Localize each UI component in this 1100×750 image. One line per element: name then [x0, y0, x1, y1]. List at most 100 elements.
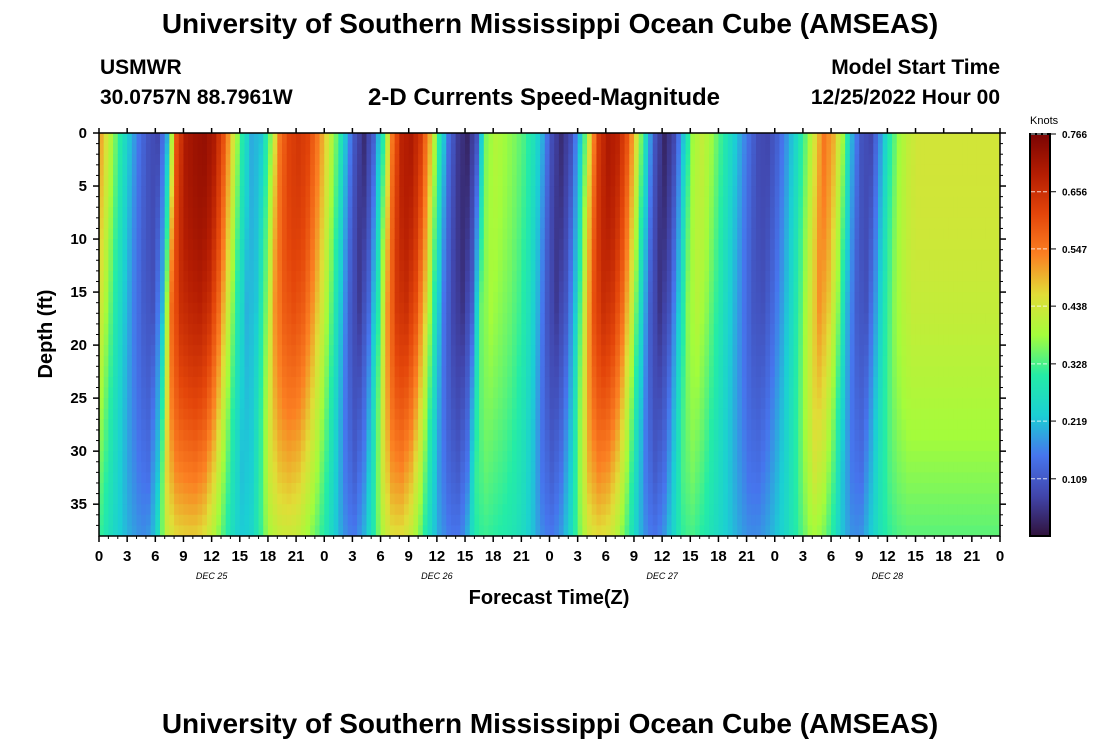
heatmap-cell [404, 292, 410, 304]
heatmap-cell [230, 472, 236, 484]
heatmap-cell [319, 451, 325, 463]
heatmap-cell [127, 451, 133, 463]
heatmap-cell [493, 302, 499, 314]
heatmap-cell [352, 323, 358, 336]
heatmap-cell [568, 228, 574, 240]
heatmap-cell [540, 239, 546, 251]
heatmap-cell [347, 355, 354, 367]
heatmap-cell [497, 323, 504, 336]
heatmap-cell [253, 334, 260, 346]
heatmap-cell [474, 504, 480, 516]
heatmap-cell [282, 313, 288, 325]
heatmap-cell [286, 196, 293, 208]
heatmap-cell [343, 281, 349, 293]
heatmap-cell [249, 154, 255, 166]
heatmap-cell [657, 154, 663, 166]
heatmap-cell [117, 408, 124, 420]
heatmap-cell [563, 376, 569, 389]
heatmap-cell [141, 239, 147, 251]
heatmap-cell [197, 260, 203, 272]
heatmap-cell [230, 164, 236, 177]
heatmap-cell [591, 525, 598, 536]
heatmap-cell [244, 154, 250, 166]
heatmap-cell [596, 398, 602, 410]
heatmap-cell [117, 525, 124, 536]
heatmap-cell [619, 461, 626, 473]
heatmap-cell [333, 493, 339, 505]
heatmap-cell [460, 196, 466, 208]
heatmap-cell [568, 164, 574, 177]
heatmap-cell [422, 429, 429, 442]
heatmap-cell [479, 514, 485, 526]
heatmap-cell [141, 376, 147, 389]
heatmap-cell [300, 366, 307, 378]
heatmap-cell [183, 239, 189, 251]
heatmap-cell [554, 186, 560, 198]
heatmap-cell [131, 408, 138, 420]
heatmap-cell [291, 270, 297, 283]
heatmap-cell [526, 164, 532, 177]
heatmap-cell [221, 440, 227, 452]
heatmap-cell [324, 313, 330, 325]
heatmap-cell [540, 143, 546, 155]
heatmap-cell [582, 260, 588, 272]
heatmap-cell [314, 228, 321, 240]
heatmap-cell [507, 270, 513, 283]
heatmap-cell [587, 186, 593, 198]
heatmap-cell [380, 514, 386, 526]
heatmap-cell [155, 143, 161, 155]
heatmap-cell [202, 292, 208, 304]
heatmap-cell [371, 398, 377, 410]
heatmap-cell [572, 154, 579, 166]
heatmap-cell [394, 292, 400, 304]
heatmap-cell [521, 482, 527, 495]
heatmap-cell [446, 143, 452, 155]
heatmap-cell [474, 355, 480, 367]
heatmap-cell [150, 387, 156, 399]
heatmap-cell [413, 186, 419, 198]
heatmap-cell [380, 207, 386, 219]
heatmap-cell [460, 525, 466, 536]
heatmap-cell [404, 281, 410, 293]
heatmap-cell [394, 133, 400, 145]
heatmap-cell [113, 429, 119, 442]
heatmap-cell [296, 323, 302, 336]
heatmap-cell [450, 143, 457, 155]
heatmap-cell [366, 366, 372, 378]
heatmap-cell [103, 239, 109, 251]
heatmap-cell [183, 281, 189, 293]
heatmap-cell [638, 355, 644, 367]
heatmap-cell [704, 207, 710, 219]
heatmap-cell [174, 164, 180, 177]
heatmap-cell [357, 429, 363, 442]
heatmap-cell [127, 514, 133, 526]
heatmap-cell [704, 419, 710, 431]
heatmap-cell [333, 281, 339, 293]
heatmap-cell [188, 186, 194, 198]
heatmap-cell [699, 525, 705, 536]
heatmap-cell [122, 217, 128, 230]
heatmap-cell [174, 472, 180, 484]
heatmap-cell [277, 260, 283, 272]
heatmap-cell [99, 313, 105, 325]
heatmap-cell [343, 387, 349, 399]
heatmap-cell [136, 387, 142, 399]
heatmap-cell [305, 302, 311, 314]
heatmap-cell [582, 207, 588, 219]
heatmap-cell [450, 323, 457, 336]
heatmap-cell [432, 239, 438, 251]
heatmap-cell [568, 334, 574, 346]
heatmap-cell [511, 302, 518, 314]
heatmap-cell [483, 143, 490, 155]
heatmap-cell [530, 175, 537, 187]
heatmap-cell [404, 440, 410, 452]
heatmap-cell [385, 249, 391, 261]
heatmap-cell [211, 387, 217, 399]
heatmap-cell [465, 493, 471, 505]
heatmap-cell [554, 164, 560, 177]
heatmap-cell [572, 472, 579, 484]
heatmap-cell [164, 228, 170, 240]
heatmap-cell [422, 270, 429, 283]
heatmap-cell [502, 207, 508, 219]
heatmap-cell [563, 186, 569, 198]
